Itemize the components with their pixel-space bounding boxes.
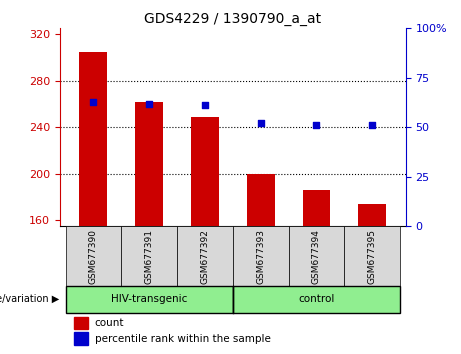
Text: GSM677395: GSM677395 bbox=[368, 229, 377, 284]
Bar bbox=[79, 52, 107, 226]
Text: GSM677390: GSM677390 bbox=[89, 229, 98, 284]
Point bbox=[257, 120, 264, 126]
Bar bbox=[65, 286, 233, 313]
Bar bbox=[135, 102, 163, 226]
Point bbox=[90, 99, 97, 104]
Text: GSM677391: GSM677391 bbox=[145, 229, 154, 284]
Text: GSM677393: GSM677393 bbox=[256, 229, 265, 284]
Text: GSM677394: GSM677394 bbox=[312, 229, 321, 284]
Text: count: count bbox=[95, 318, 124, 328]
Bar bbox=[302, 190, 331, 226]
Text: control: control bbox=[298, 295, 335, 304]
Bar bbox=[74, 332, 88, 345]
Text: HIV-transgenic: HIV-transgenic bbox=[111, 295, 187, 304]
Bar bbox=[233, 286, 400, 313]
Bar bbox=[358, 204, 386, 226]
Point bbox=[201, 103, 209, 108]
Point bbox=[146, 101, 153, 106]
Text: GSM677392: GSM677392 bbox=[201, 229, 209, 284]
Point bbox=[368, 122, 376, 128]
Bar bbox=[74, 316, 88, 330]
Bar bbox=[191, 117, 219, 226]
Bar bbox=[289, 226, 344, 286]
Bar bbox=[233, 226, 289, 286]
Text: percentile rank within the sample: percentile rank within the sample bbox=[95, 334, 271, 344]
Title: GDS4229 / 1390790_a_at: GDS4229 / 1390790_a_at bbox=[144, 12, 321, 26]
Bar bbox=[65, 226, 121, 286]
Point bbox=[313, 122, 320, 128]
Bar bbox=[344, 226, 400, 286]
Bar bbox=[121, 226, 177, 286]
Bar bbox=[177, 226, 233, 286]
Bar bbox=[247, 174, 275, 226]
Text: genotype/variation ▶: genotype/variation ▶ bbox=[0, 295, 59, 304]
